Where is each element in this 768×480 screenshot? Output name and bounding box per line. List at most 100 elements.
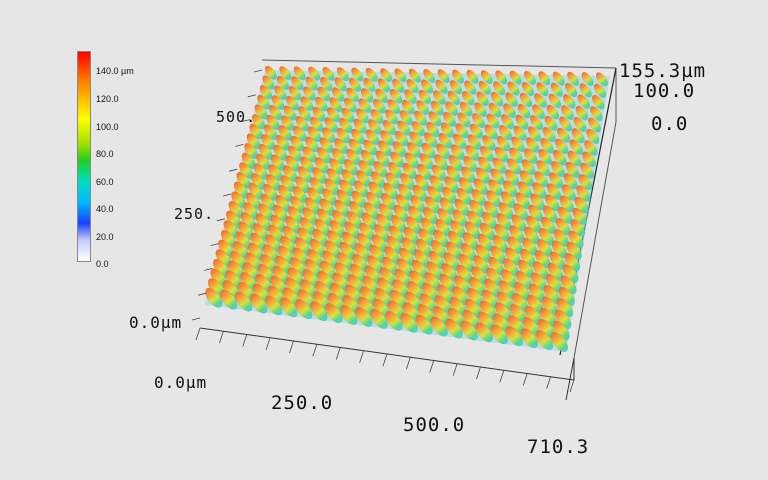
z-axis-max-label: 155.3µm xyxy=(619,60,707,82)
microlens-bump xyxy=(205,287,223,308)
microlens-bump xyxy=(582,151,596,168)
microlens-bump xyxy=(455,123,469,139)
microlens-bump xyxy=(327,107,340,123)
microlens-bump xyxy=(459,101,473,117)
microlens-bump xyxy=(356,108,369,124)
microlens-bump xyxy=(527,126,542,142)
microlens-bump xyxy=(415,314,433,335)
microlens-bump xyxy=(433,90,446,105)
microlens-bump xyxy=(557,127,571,143)
microlens-bump xyxy=(401,99,415,115)
y-axis-origin-label: 0.0µm xyxy=(129,313,183,332)
microlens-bump xyxy=(586,128,600,144)
x-axis-tick xyxy=(429,360,435,373)
microlens-bump xyxy=(278,125,292,141)
microlens-bump xyxy=(440,122,454,138)
microlens-bump xyxy=(355,307,373,327)
y-axis-tick xyxy=(247,94,256,98)
x-axis-tick xyxy=(312,344,318,357)
microlens-bump xyxy=(532,104,545,119)
y-axis-tick xyxy=(191,317,201,321)
microlens-bump xyxy=(536,160,551,177)
legend-tick-label: 40.0 xyxy=(96,204,114,214)
microlens-bump xyxy=(492,157,507,174)
microlens-bump xyxy=(305,76,318,91)
microlens-bump xyxy=(507,158,521,175)
microlens-bump xyxy=(322,127,336,143)
microlens-bump xyxy=(385,109,398,125)
microlens-bump xyxy=(581,72,594,86)
microlens-bump xyxy=(320,76,333,92)
microlens-bump xyxy=(340,305,358,326)
microlens-bump xyxy=(400,312,418,333)
y-axis-tick xyxy=(216,218,225,222)
microlens-bump xyxy=(348,77,362,92)
microlens-bump xyxy=(275,134,290,151)
microlens-bump xyxy=(430,316,448,337)
microlens-bump xyxy=(331,87,345,102)
microlens-bump xyxy=(588,117,601,133)
microlens-bump xyxy=(420,79,434,94)
microlens-bump xyxy=(576,185,591,202)
microlens-bump xyxy=(308,66,321,81)
microlens-bump xyxy=(377,78,390,93)
microlens-bump xyxy=(477,156,492,173)
microlens-bump xyxy=(392,78,405,93)
microlens-bump xyxy=(460,320,478,341)
x-axis-tick xyxy=(546,376,552,389)
microlens-bump xyxy=(276,75,289,90)
microlens-bump xyxy=(589,106,603,121)
microlens-bump xyxy=(515,114,529,130)
microlens-bump xyxy=(511,136,525,153)
microlens-bump xyxy=(593,83,607,98)
microlens-bump xyxy=(421,142,436,159)
microlens-bump xyxy=(358,98,372,113)
microlens-bump xyxy=(443,111,456,127)
microlens-bump xyxy=(220,289,238,310)
microlens-bump xyxy=(322,66,335,81)
microlens-bump xyxy=(372,98,386,114)
microlens-bump xyxy=(426,121,440,137)
microlens-bump xyxy=(411,121,425,137)
x-axis-tick xyxy=(569,379,575,393)
microlens-bump xyxy=(334,138,348,154)
microlens-bump xyxy=(290,135,305,152)
microlens-bump xyxy=(293,66,306,81)
microlens-bump xyxy=(513,125,527,141)
microlens-bump xyxy=(334,77,347,92)
x-axis-tick-label: 250.0 xyxy=(271,392,334,414)
microlens-bump xyxy=(535,330,553,351)
microlens-bump xyxy=(408,68,421,83)
microlens-bump xyxy=(288,85,302,101)
microlens-bump xyxy=(475,322,493,343)
x-axis-tick xyxy=(382,353,388,367)
microlens-bump xyxy=(261,134,275,150)
z-axis-tick-label: 100.0 xyxy=(633,80,696,102)
microlens-bump xyxy=(449,80,462,95)
microlens-bump xyxy=(339,117,353,134)
microlens-bump xyxy=(380,68,393,83)
microlens-bump xyxy=(382,119,396,136)
microlens-bump xyxy=(312,106,326,122)
microlens-bump xyxy=(274,85,287,101)
microlens-bump xyxy=(380,130,394,146)
microlens-bump xyxy=(505,326,523,347)
microlens-bump xyxy=(534,93,547,108)
x-axis-tick xyxy=(452,363,458,376)
microlens-bump xyxy=(428,111,442,127)
y-axis-tick xyxy=(229,168,238,172)
microlens-bump xyxy=(394,130,409,147)
microlens-bump xyxy=(490,91,504,107)
microlens-bump xyxy=(474,102,487,117)
x-axis-tick xyxy=(195,327,201,341)
legend-tick-label: 60.0 xyxy=(96,177,114,187)
x-axis-tick xyxy=(218,331,224,344)
microlens-bump xyxy=(534,171,549,188)
microlens-bump xyxy=(538,71,551,86)
microlens-bump xyxy=(565,161,580,178)
microlens-bump xyxy=(365,129,380,145)
microlens-bump xyxy=(353,118,367,134)
x-axis-tick xyxy=(265,337,271,350)
microlens-bump xyxy=(250,293,268,314)
